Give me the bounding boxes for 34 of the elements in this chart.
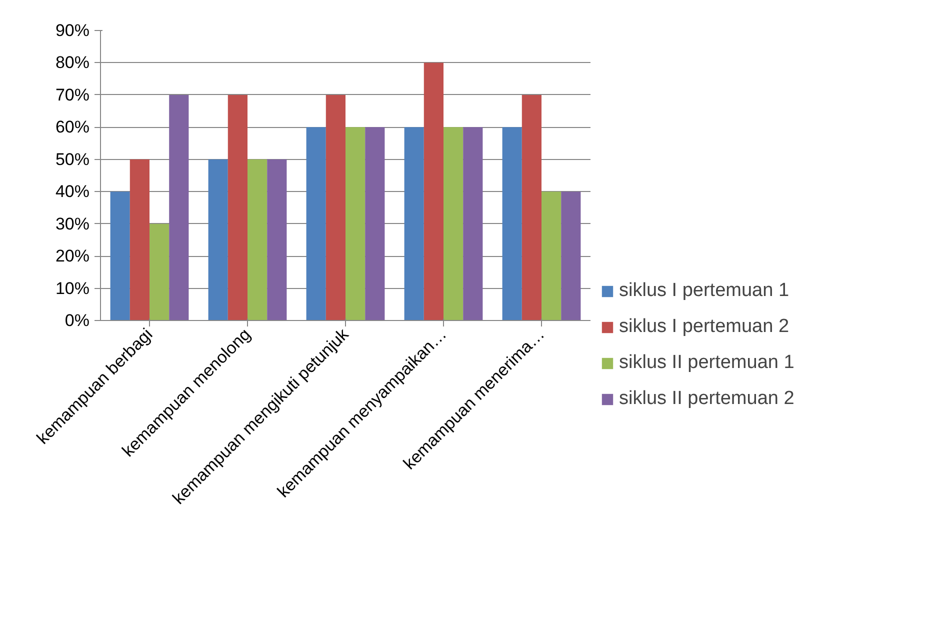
y-tick-label: 90% xyxy=(55,21,90,40)
bar xyxy=(561,192,581,320)
legend-label: siklus I pertemuan 2 xyxy=(619,316,790,338)
y-tick-label: 50% xyxy=(55,150,90,169)
bar xyxy=(542,192,562,320)
bar xyxy=(346,127,366,320)
y-tick-label: 20% xyxy=(55,246,90,266)
y-tick-label: 30% xyxy=(55,214,90,234)
bar xyxy=(228,94,248,320)
bar xyxy=(248,159,268,320)
bar xyxy=(208,159,228,320)
bar xyxy=(522,94,542,320)
bar xyxy=(444,127,464,320)
bar xyxy=(424,62,444,320)
legend-label: siklus II pertemuan 1 xyxy=(619,352,794,374)
bar xyxy=(365,127,385,320)
bar xyxy=(267,159,287,320)
y-tick-label: 10% xyxy=(55,278,90,298)
bar xyxy=(326,94,346,320)
legend-label: siklus II pertemuan 2 xyxy=(619,388,794,410)
legend-label: siklus I pertemuan 1 xyxy=(619,280,790,302)
bar xyxy=(306,127,326,320)
bar xyxy=(130,159,150,320)
y-tick-label: 40% xyxy=(55,182,90,202)
y-tick-label: 70% xyxy=(55,85,90,104)
bar xyxy=(404,127,424,320)
bar xyxy=(150,224,170,320)
bar xyxy=(110,192,130,320)
bar xyxy=(502,127,522,320)
y-tick-label: 0% xyxy=(64,311,90,330)
bar xyxy=(463,127,483,320)
y-tick-label: 60% xyxy=(55,118,90,137)
bar xyxy=(169,94,189,320)
y-tick-label: 80% xyxy=(55,53,90,72)
